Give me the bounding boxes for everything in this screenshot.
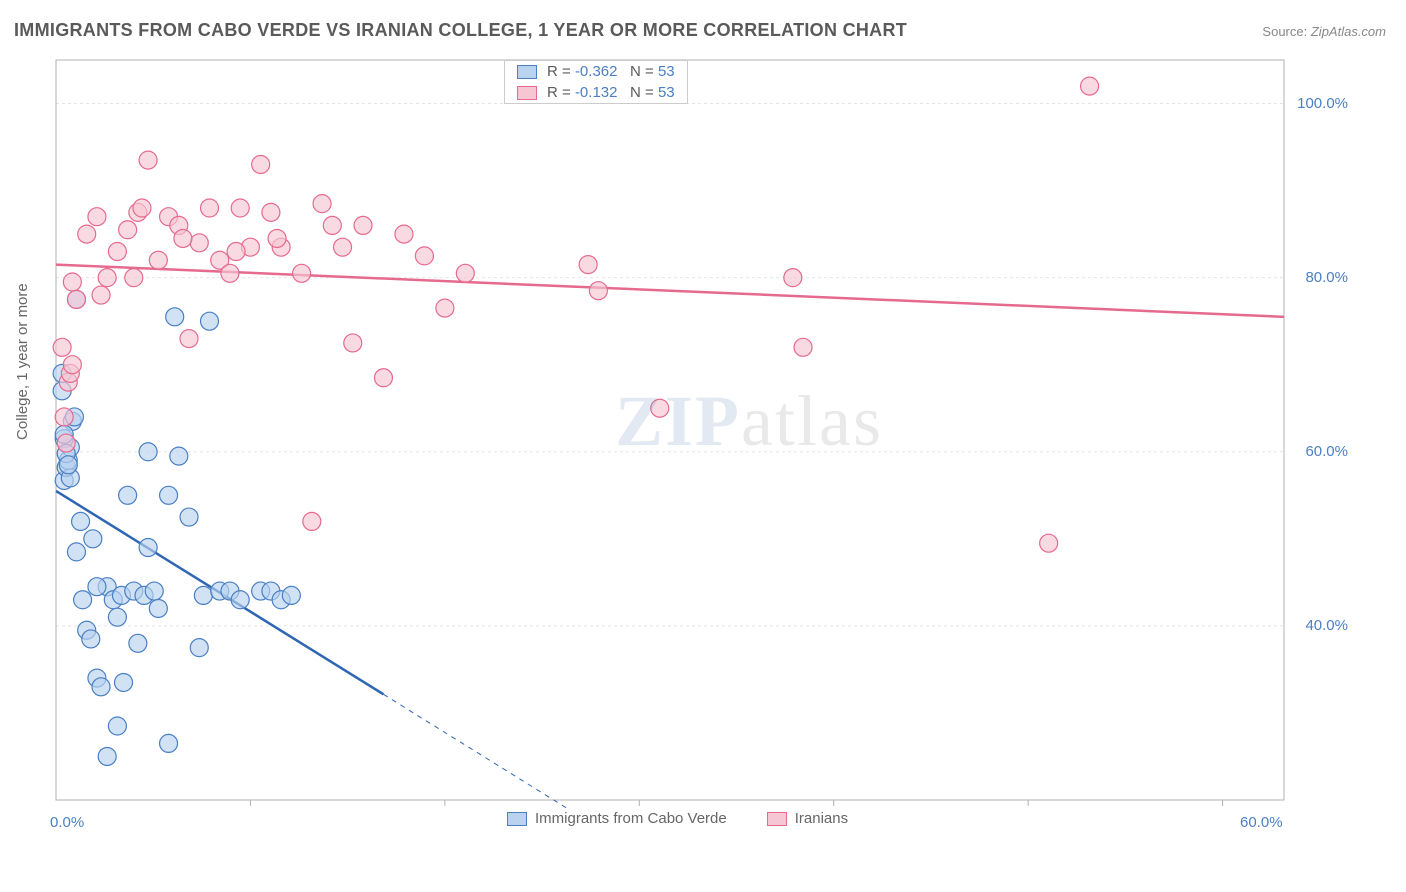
legend-text: R = -0.132 N = 53 [547,84,675,101]
source-link[interactable]: ZipAtlas.com [1311,24,1386,39]
y-tick-label: 60.0% [1305,443,1348,460]
legend-row: R = -0.362 N = 53 [505,61,687,82]
y-axis-title: College, 1 year or more [14,283,31,440]
watermark-part2: atlas [741,381,883,461]
x-tick-label: 60.0% [1240,814,1283,831]
legend-label: Iranians [795,810,848,827]
chart-container: IMMIGRANTS FROM CABO VERDE VS IRANIAN CO… [0,0,1406,892]
source-label: Source: [1262,24,1307,39]
y-tick-label: 40.0% [1305,617,1348,634]
legend-label: Immigrants from Cabo Verde [535,810,727,827]
x-tick-label: 0.0% [50,814,84,831]
legend-swatch [517,86,537,100]
y-tick-label: 80.0% [1305,269,1348,286]
legend-swatch [507,812,527,826]
watermark-part1: ZIP [615,381,741,461]
legend-item: Iranians [767,810,848,827]
legend-item: Immigrants from Cabo Verde [507,810,727,827]
correlation-legend: R = -0.362 N = 53 R = -0.132 N = 53 [504,60,688,104]
y-tick-label: 100.0% [1297,95,1348,112]
legend-swatch [767,812,787,826]
watermark: ZIPatlas [615,380,883,463]
series-legend: Immigrants from Cabo Verde Iranians [507,810,848,827]
legend-text: R = -0.362 N = 53 [547,63,675,80]
chart-title: IMMIGRANTS FROM CABO VERDE VS IRANIAN CO… [14,20,907,41]
legend-row: R = -0.132 N = 53 [505,82,687,103]
source-attribution: Source: ZipAtlas.com [1262,24,1386,39]
legend-swatch [517,65,537,79]
